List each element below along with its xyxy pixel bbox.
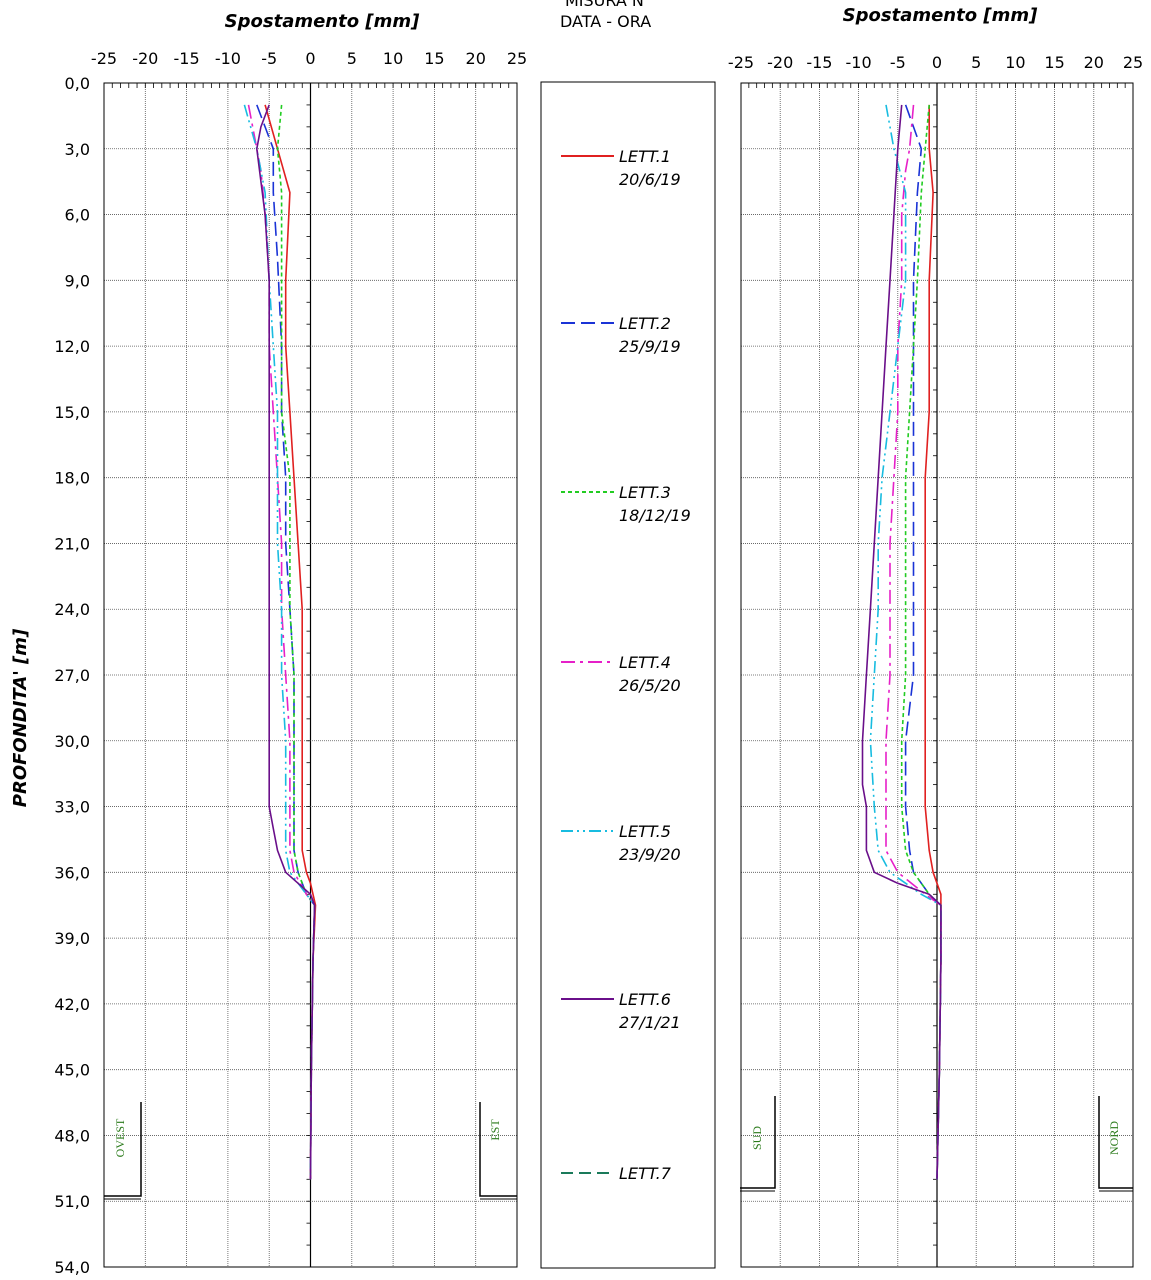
legend-date-5: 23/9/20 [619,845,681,864]
left-x-tick-label: -15 [174,49,200,68]
direction-box-est: EST [479,1102,517,1200]
left-series-line-3 [276,104,316,1180]
legend-date-3: 18/12/19 [619,506,691,525]
legend-label-3: LETT.3 [619,483,671,502]
right-series-line-5 [869,104,942,1180]
legend-header-line2: DATA - ORA [560,12,651,31]
left-x-tick-label: 20 [466,49,486,68]
right-grid [740,83,1134,1267]
legend-date-6: 27/1/21 [619,1013,681,1032]
y-tick-label: 15,0 [54,403,90,422]
right-x-tick-label: 0 [932,53,942,72]
right-x-tick-labels: -25 -20 -15 -10 -5 0 5 10 15 20 25 [728,53,1143,72]
y-tick-label: 36,0 [54,863,90,882]
left-x-tick-label: 5 [347,49,357,68]
y-tick-label: 45,0 [54,1061,90,1080]
right-series-line-1 [924,104,942,1180]
legend-header-line1: MISURA N° [565,0,652,10]
legend: MISURA N° DATA - ORA LETT.1 20/6/19 LETT.2… [540,0,716,1269]
right-x-tick-label: 15 [1044,53,1064,72]
y-tick-label: 54,0 [54,1258,90,1277]
right-series-line-2 [904,104,942,1180]
left-series [243,104,317,1180]
legend-label-2: LETT.2 [619,314,671,333]
right-chart: Spostamento [mm] -25 -20 -15 -10 -5 0 5 10 15 20 2… [728,5,1143,1268]
direction-label-sud: SUD [750,1126,764,1150]
y-tick-label: 42,0 [54,995,90,1014]
direction-box-ovest: OVEST [104,1102,142,1200]
left-x-tick-label: -20 [132,49,158,68]
right-x-tick-label: 20 [1084,53,1104,72]
direction-label-nord: NORD [1107,1121,1121,1155]
legend-items: LETT.1 20/6/19 LETT.2 25/9/19 LETT.3 18/12/19… [561,147,691,1183]
right-x-tick-label: -15 [806,53,832,72]
right-series [861,104,942,1180]
left-x-tick-label: 10 [383,49,403,68]
right-x-tick-label: 25 [1123,53,1143,72]
legend-label-4: LETT.4 [619,653,671,672]
left-x-tick-label: -10 [215,49,241,68]
y-tick-label: 51,0 [54,1192,90,1211]
right-series-line-3 [900,104,942,1180]
right-series-line-6 [861,104,942,1180]
left-x-tick-label: 25 [507,49,527,68]
y-tick-label: 0,0 [65,74,90,93]
right-x-tick-label: -10 [846,53,872,72]
y-tick-label: 30,0 [54,732,90,751]
direction-box-nord: NORD [1098,1096,1133,1192]
legend-label-1: LETT.1 [619,147,671,166]
legend-label-6: LETT.6 [619,990,671,1009]
y-tick-label: 9,0 [65,271,90,290]
y-tick-label: 6,0 [65,206,90,225]
y-tick-label: 12,0 [54,337,90,356]
left-x-axis-title: Spostamento [mm] [225,11,420,32]
left-x-tick-label: 15 [424,49,444,68]
right-x-tick-label: 10 [1005,53,1025,72]
legend-date-1: 20/6/19 [619,170,681,189]
legend-label-5: LETT.5 [619,822,671,841]
direction-box-sud: SUD [740,1096,776,1192]
legend-date-4: 26/5/20 [619,676,681,695]
y-tick-labels: 0,0 3,0 6,0 9,0 12,0 15,0 18,0 21,0 24,0 27,0 30,0… [54,74,90,1277]
right-x-tick-label: -20 [767,53,793,72]
y-tick-label: 18,0 [54,469,90,488]
y-tick-label: 3,0 [65,140,90,159]
y-tick-label: 27,0 [54,666,90,685]
left-chart: Spostamento [mm] PROFONDITA' [m] -25 -20-… [10,11,527,1277]
right-x-tick-label: -5 [890,53,906,72]
left-series-line-5 [243,104,316,1180]
direction-label-est: EST [488,1119,502,1141]
right-plot-frame [740,82,1134,1268]
left-plot-frame [103,82,518,1268]
y-axis-title: PROFONDITA' [m] [10,628,31,807]
right-x-axis-title: Spostamento [mm] [843,5,1038,26]
left-x-tick-labels: -25 -20 -15 -10 -5 0 5 10 15 20 25 [91,49,527,68]
y-tick-label: 24,0 [54,600,90,619]
direction-label-ovest: OVEST [113,1118,127,1157]
y-tick-label: 48,0 [54,1126,90,1145]
left-series-line-1 [264,104,317,1180]
left-x-tick-label: -5 [261,49,277,68]
left-grid [103,83,518,1267]
legend-label-7: LETT.7 [619,1164,672,1183]
y-tick-label: 33,0 [54,798,90,817]
left-x-tick-label: 0 [305,49,315,68]
legend-box [540,81,716,1269]
left-x-tick-label: -25 [91,49,117,68]
legend-date-2: 25/9/19 [619,337,681,356]
y-tick-label: 39,0 [54,929,90,948]
left-series-line-6 [255,104,316,1180]
right-x-tick-label: 5 [971,53,981,72]
y-tick-label: 21,0 [54,534,90,553]
right-x-tick-label: -25 [728,53,754,72]
